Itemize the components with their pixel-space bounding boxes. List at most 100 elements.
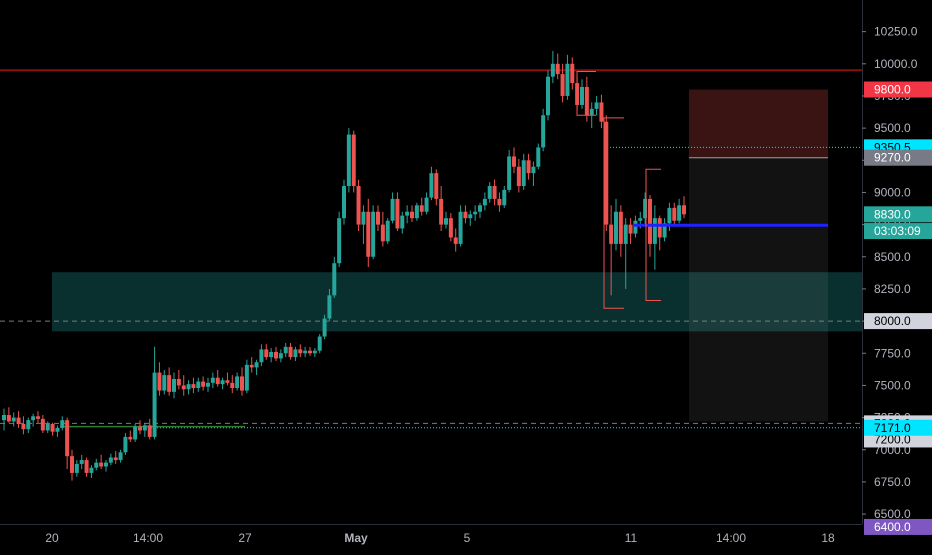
candle-body[interactable] [254,362,259,368]
candle-body[interactable] [444,218,448,225]
candle-body[interactable] [555,63,560,75]
candle-body[interactable] [429,173,434,198]
stop-loss-zone[interactable] [689,89,828,158]
candle-body[interactable] [448,218,453,238]
candle-body[interactable] [278,353,283,359]
candle-body[interactable] [220,380,225,385]
candle-body[interactable] [65,420,70,457]
candle-body[interactable] [512,156,516,167]
candle-body[interactable] [176,378,181,386]
candle-body[interactable] [210,377,215,383]
candle-body[interactable] [259,349,264,363]
candle-body[interactable] [570,63,575,84]
candle-body[interactable] [376,211,380,225]
candle-body[interactable] [497,198,502,206]
candle-body[interactable] [667,207,672,224]
candle-body[interactable] [288,346,293,358]
candle-body[interactable] [361,211,366,225]
candle-body[interactable] [390,198,395,221]
candle-body[interactable] [99,462,104,467]
candle-body[interactable] [293,349,298,358]
candle-body[interactable] [191,384,196,388]
candle-body[interactable] [172,378,176,392]
candle-body[interactable] [269,351,274,358]
candle-body[interactable] [682,205,686,215]
candle-body[interactable] [410,211,414,219]
candle-body[interactable] [560,74,565,96]
candle-body[interactable] [366,211,371,257]
candle-body[interactable] [322,318,327,337]
price-label-badge[interactable] [864,313,932,330]
candle-body[interactable] [201,381,206,387]
candle-body[interactable] [536,147,541,167]
candle-body[interactable] [274,351,278,359]
candle-body[interactable] [507,156,512,190]
candle-body[interactable] [308,350,312,354]
candle-body[interactable] [157,372,162,391]
candle-body[interactable] [638,218,643,221]
candle-body[interactable] [584,86,589,116]
candle-body[interactable] [264,349,269,358]
candle-body[interactable] [206,382,210,387]
candle-body[interactable] [31,416,36,421]
candle-body[interactable] [652,218,657,244]
candle-body[interactable] [230,382,235,388]
candle-body[interactable] [478,205,482,212]
candle-body[interactable] [342,186,346,219]
candle-body[interactable] [283,346,288,354]
candle-body[interactable] [628,224,633,234]
candle-body[interactable] [463,211,468,219]
candle-body[interactable] [439,198,444,225]
candle-body[interactable] [16,417,21,425]
candle-body[interactable] [36,416,40,419]
candle-body[interactable] [487,186,492,199]
candle-body[interactable] [424,197,429,212]
candle-body[interactable] [356,186,361,225]
candle-body[interactable] [458,211,463,244]
candle-body[interactable] [303,350,308,354]
candle-body[interactable] [657,218,662,238]
candle-body[interactable] [181,385,186,390]
candle-body[interactable] [298,349,303,354]
candle-body[interactable] [152,372,157,437]
candle-body[interactable] [492,186,497,199]
candle-body[interactable] [346,134,351,187]
candle-body[interactable] [419,205,424,212]
candle-body[interactable] [249,364,254,368]
candle-body[interactable] [11,417,16,422]
range-bracket[interactable] [645,168,661,302]
candle-body[interactable] [546,76,550,116]
candle-body[interactable] [235,376,240,388]
candle-body[interactable] [244,364,249,391]
candle-body[interactable] [162,375,167,391]
price-label-badge[interactable] [864,149,932,166]
candle-body[interactable] [580,86,584,105]
candle-body[interactable] [677,205,682,221]
candle-body[interactable] [526,160,531,174]
candle-body[interactable] [604,121,609,225]
candle-body[interactable] [138,426,142,431]
candle-body[interactable] [385,220,390,242]
support-zone[interactable] [52,272,862,332]
candle-body[interactable] [468,214,473,219]
candle-body[interactable] [371,211,376,257]
candle-body[interactable] [623,224,628,244]
candle-body[interactable] [405,211,410,216]
candle-body[interactable] [599,102,604,122]
candle-body[interactable] [128,436,133,440]
candle-body[interactable] [614,211,618,244]
candle-body[interactable] [332,263,337,296]
candle-body[interactable] [618,211,623,244]
candle-body[interactable] [473,211,478,215]
candle-body[interactable] [609,224,614,244]
candle-body[interactable] [118,452,123,461]
candle-body[interactable] [167,375,172,392]
candle-body[interactable] [516,166,521,187]
candle-body[interactable] [521,160,526,187]
candle-body[interactable] [55,427,60,432]
candle-body[interactable] [648,198,652,244]
candle-body[interactable] [662,223,667,238]
candle-body[interactable] [74,463,79,473]
candle-body[interactable] [84,460,89,473]
